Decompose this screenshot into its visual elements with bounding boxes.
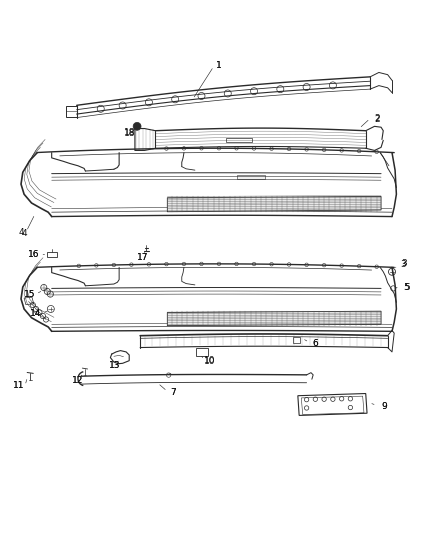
- FancyBboxPatch shape: [47, 252, 57, 257]
- Polygon shape: [167, 197, 381, 212]
- Text: 7: 7: [170, 387, 176, 397]
- Text: 10: 10: [204, 356, 215, 365]
- Text: 12: 12: [72, 376, 84, 385]
- Text: 9: 9: [381, 402, 387, 411]
- Text: 3: 3: [400, 260, 406, 269]
- Text: 5: 5: [404, 282, 410, 292]
- Text: 4: 4: [21, 229, 27, 238]
- Text: 4: 4: [18, 228, 24, 237]
- Text: 5: 5: [403, 282, 410, 292]
- Text: 14: 14: [30, 309, 42, 318]
- Text: 15: 15: [24, 290, 35, 299]
- Text: 10: 10: [204, 357, 215, 366]
- Text: 12: 12: [72, 376, 84, 385]
- FancyBboxPatch shape: [226, 138, 252, 142]
- Text: 18: 18: [124, 128, 135, 138]
- Text: 11: 11: [13, 381, 25, 390]
- Text: 17: 17: [137, 253, 148, 262]
- Text: 3: 3: [401, 260, 407, 269]
- Text: 16: 16: [28, 250, 39, 259]
- Text: 13: 13: [110, 360, 121, 369]
- FancyBboxPatch shape: [196, 349, 208, 356]
- Text: 17: 17: [137, 253, 148, 262]
- Text: 7: 7: [170, 387, 176, 397]
- Text: 1: 1: [216, 61, 222, 69]
- Text: 11: 11: [13, 381, 25, 390]
- Text: 1: 1: [216, 61, 222, 70]
- Circle shape: [133, 123, 141, 130]
- Text: 16: 16: [28, 250, 39, 259]
- Text: 2: 2: [375, 114, 380, 123]
- Text: 2: 2: [374, 115, 379, 124]
- Text: 6: 6: [312, 339, 318, 348]
- FancyBboxPatch shape: [237, 174, 265, 179]
- Text: 18: 18: [124, 130, 135, 138]
- Text: 15: 15: [24, 290, 35, 299]
- Polygon shape: [167, 311, 381, 326]
- Text: 14: 14: [30, 309, 42, 318]
- FancyBboxPatch shape: [293, 336, 300, 343]
- Text: 9: 9: [381, 402, 387, 411]
- Text: 6: 6: [312, 338, 318, 348]
- Text: 13: 13: [110, 360, 121, 369]
